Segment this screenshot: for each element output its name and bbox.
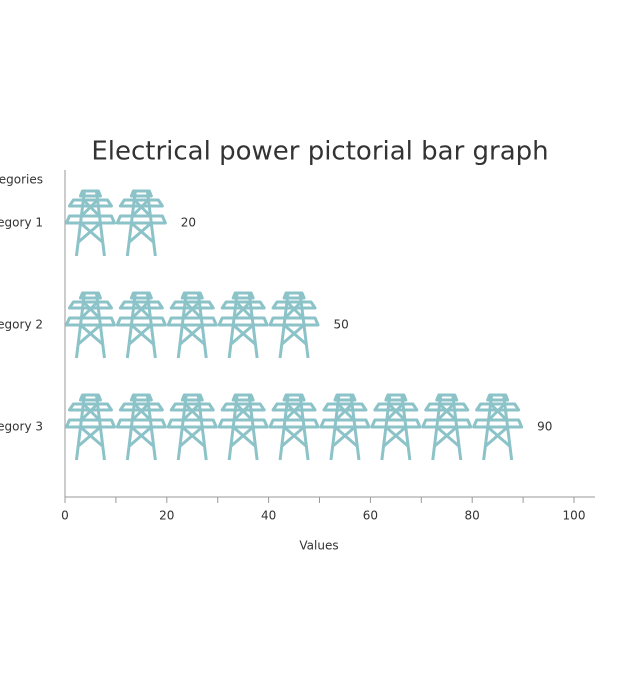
x-tick-label: 40 [261, 509, 276, 523]
x-tick-label: 60 [363, 509, 378, 523]
tower-icon [64, 393, 116, 461]
x-axis-label: Values [299, 539, 338, 553]
x-tick-label: 20 [159, 509, 174, 523]
y-axis-label: Categories [0, 173, 43, 187]
tower-icon [64, 291, 116, 359]
pictorial-bar [64, 291, 320, 359]
x-tick-label: 100 [563, 509, 586, 523]
pictorial-bar [64, 393, 524, 461]
tower-icon [166, 393, 218, 461]
tower-icon [166, 291, 218, 359]
y-tick-label: Category 1 [0, 216, 43, 230]
tower-icon [268, 393, 320, 461]
value-label: 90 [537, 420, 552, 434]
tower-icon [217, 291, 269, 359]
x-tick-label: 0 [61, 509, 69, 523]
tower-icon [64, 189, 116, 257]
tower-icon [319, 393, 371, 461]
x-tick-label: 80 [465, 509, 480, 523]
value-label: 50 [334, 318, 349, 332]
tower-icon [472, 393, 524, 461]
tower-icon [421, 393, 473, 461]
tower-icon [217, 393, 269, 461]
tower-icon [115, 291, 167, 359]
chart-title: Electrical power pictorial bar graph [91, 137, 548, 167]
pictorial-bar [64, 189, 167, 257]
y-tick-label: Category 2 [0, 318, 43, 332]
value-label: 20 [181, 216, 196, 230]
tower-icon [115, 189, 167, 257]
tower-icon [268, 291, 320, 359]
tower-icon [115, 393, 167, 461]
tower-icon [370, 393, 422, 461]
y-tick-label: Category 3 [0, 420, 43, 434]
